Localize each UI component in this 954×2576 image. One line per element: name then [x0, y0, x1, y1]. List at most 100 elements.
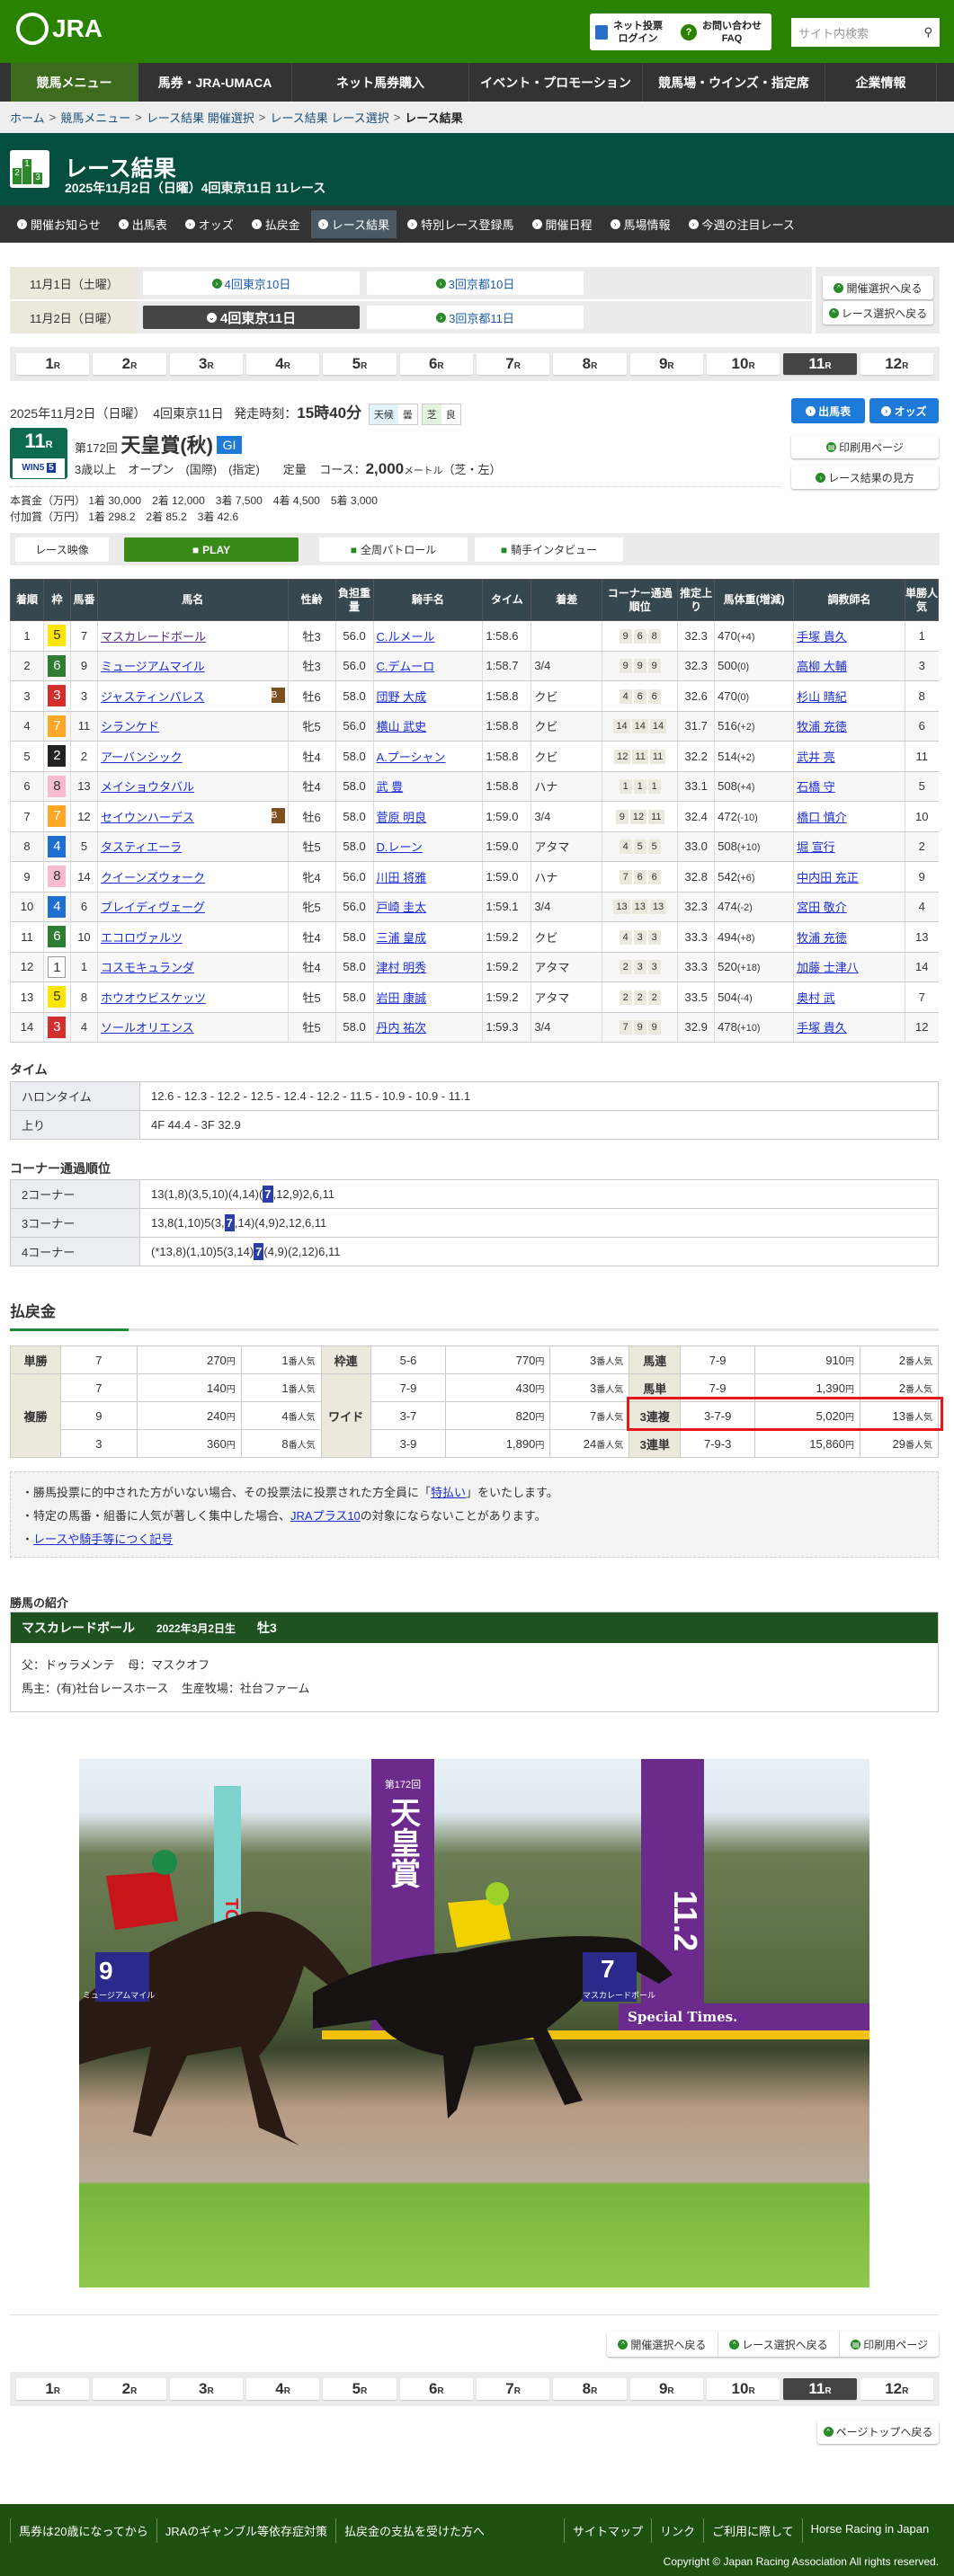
jockey-link[interactable]: 三浦 皇成: [376, 930, 427, 945]
trainer-link[interactable]: 宮田 敬介: [797, 901, 847, 915]
jockey-link[interactable]: 戸崎 圭太: [376, 901, 427, 915]
trainer-link[interactable]: 橋口 慎介: [797, 810, 847, 824]
race-tab-11[interactable]: 11 R: [783, 2378, 857, 2400]
jockey-link[interactable]: 武 豊: [376, 780, 404, 795]
interview-video-button[interactable]: ■ 騎手インタビュー: [475, 537, 623, 562]
race-tab-11[interactable]: 11 R: [783, 353, 857, 375]
horse-name-link[interactable]: ブレイディヴェーグ: [100, 901, 206, 915]
shutuba-button[interactable]: › 出馬表: [791, 398, 865, 423]
jra-plus10-link[interactable]: JRAプラス10: [290, 1509, 361, 1523]
login-button[interactable]: ネット投票 ログイン: [590, 13, 682, 50]
jockey-link[interactable]: C.デムーロ: [376, 660, 435, 674]
subnav-item[interactable]: › 馬場情報: [603, 210, 678, 238]
footer-link[interactable]: 払戻金の支払を受けた方へ: [334, 2518, 493, 2543]
subnav-item[interactable]: › 特別レース登録馬: [400, 210, 521, 238]
footer-link[interactable]: 馬券は20歳になってから: [10, 2518, 156, 2543]
page-top-button[interactable]: ^ ページトップへ戻る: [817, 2420, 939, 2444]
horse-name-link[interactable]: セイウンハーデス: [100, 810, 194, 824]
horse-name-link[interactable]: ジャスティンパレス: [100, 689, 205, 704]
nav-net-baken[interactable]: ネット馬券購入: [292, 63, 469, 102]
horse-name-link[interactable]: ホウオウビスケッツ: [100, 990, 206, 1005]
nav-keiba-menu[interactable]: 競馬メニュー: [11, 63, 138, 102]
footer-link[interactable]: リンク: [651, 2518, 703, 2543]
nav-company[interactable]: 企業情報: [825, 63, 937, 102]
back-to-race-button[interactable]: ^ レース選択へ戻る: [823, 301, 933, 324]
nav-event[interactable]: イベント・プロモーション: [469, 63, 643, 102]
jockey-link[interactable]: C.ルメール: [376, 629, 435, 644]
crumb-home[interactable]: ホーム: [10, 111, 45, 125]
search-icon[interactable]: ⚲: [923, 25, 932, 39]
jockey-link[interactable]: 岩田 康誠: [376, 990, 427, 1005]
odds-button[interactable]: › オッズ: [869, 398, 939, 423]
race-tab-10[interactable]: 10 R: [706, 2378, 780, 2400]
trainer-link[interactable]: 手塚 貴久: [797, 629, 847, 644]
horse-name-link[interactable]: マスカレードボール: [100, 629, 206, 644]
footer-link[interactable]: サイトマップ: [564, 2518, 651, 2543]
trainer-link[interactable]: 中内田 充正: [797, 870, 859, 884]
trainer-link[interactable]: 堀 宣行: [797, 840, 835, 855]
crumb-race-select[interactable]: レース結果 レース選択: [270, 111, 389, 125]
race-tab-12[interactable]: 12 R: [860, 2378, 933, 2400]
trainer-link[interactable]: 武井 亮: [797, 750, 835, 764]
trainer-link[interactable]: 奥村 武: [797, 990, 835, 1005]
footer-link[interactable]: ご利用に際して: [703, 2518, 802, 2543]
back-to-race-button-bottom[interactable]: ^ レース選択へ戻る: [718, 2332, 841, 2357]
nav-racecourse[interactable]: 競馬場・ウインズ・指定席: [643, 63, 825, 102]
site-search-input[interactable]: サイト内検索 ⚲: [791, 18, 940, 47]
trainer-link[interactable]: 高柳 大輔: [797, 660, 847, 674]
horse-name-link[interactable]: ソールオリエンス: [100, 1021, 194, 1035]
tokubarai-link[interactable]: 特払い: [431, 1486, 467, 1499]
subnav-item[interactable]: › 今週の注目レース: [682, 210, 802, 238]
horse-name-link[interactable]: ミュージアムマイル: [100, 660, 205, 674]
trainer-link[interactable]: 加藤 士津八: [797, 961, 859, 975]
meeting-kyoto-10[interactable]: › 3回京都10日: [367, 271, 584, 295]
play-button[interactable]: ■ PLAY: [124, 537, 299, 562]
faq-button[interactable]: ? お問い合わせ FAQ: [675, 13, 771, 50]
subnav-item[interactable]: › オッズ: [178, 210, 241, 238]
subnav-item[interactable]: › レース結果: [310, 210, 397, 238]
subnav-item[interactable]: › 出馬表: [111, 210, 174, 238]
trainer-link[interactable]: 牧浦 充徳: [797, 720, 847, 734]
subnav-item[interactable]: › 開催お知らせ: [10, 210, 108, 238]
horse-name-link[interactable]: エコロヴァルツ: [100, 930, 183, 945]
horse-name-link[interactable]: シランケド: [100, 720, 159, 734]
print-button[interactable]: ▤ 印刷用ページ: [791, 435, 939, 458]
jockey-link[interactable]: 横山 武史: [376, 720, 427, 734]
trainer-link[interactable]: 手塚 貴久: [797, 1021, 847, 1035]
horse-name-link[interactable]: アーバンシック: [100, 750, 183, 764]
trainer-link[interactable]: 牧浦 充徳: [797, 930, 847, 945]
back-to-kaisai-button-bottom[interactable]: ^ 開催選択へ戻る: [607, 2332, 718, 2357]
meeting-tokyo-10[interactable]: › 4回東京10日: [143, 271, 360, 295]
patrol-video-button[interactable]: ■ 全周パトロール: [319, 537, 468, 562]
horse-name-link[interactable]: クイーンズウォーク: [100, 870, 206, 884]
race-tab-10[interactable]: 10 R: [706, 353, 780, 375]
subnav-item[interactable]: › 開催日程: [525, 210, 600, 238]
jockey-link[interactable]: A.プーシャン: [376, 750, 446, 764]
jockey-link[interactable]: 団野 大成: [376, 689, 427, 704]
footer-link[interactable]: Horse Racing in Japan: [801, 2518, 938, 2543]
horse-name-link[interactable]: タスティエーラ: [100, 840, 183, 855]
crumb-kaisai-select[interactable]: レース結果 開催選択: [146, 111, 254, 125]
meeting-tokyo-11[interactable]: ⌄ 4回東京11日: [143, 306, 360, 329]
race-tab-12[interactable]: 12 R: [860, 353, 933, 375]
crumb-keiba-menu[interactable]: 競馬メニュー: [60, 111, 131, 125]
symbols-link[interactable]: レースや騎手等につく記号: [33, 1532, 174, 1546]
print-button-bottom[interactable]: ▤ 印刷用ページ: [851, 2338, 929, 2351]
jockey-link[interactable]: 川田 将雅: [376, 870, 427, 884]
meeting-kyoto-11[interactable]: › 3回京都11日: [367, 306, 584, 329]
subnav-item[interactable]: › 払戻金: [245, 210, 308, 238]
